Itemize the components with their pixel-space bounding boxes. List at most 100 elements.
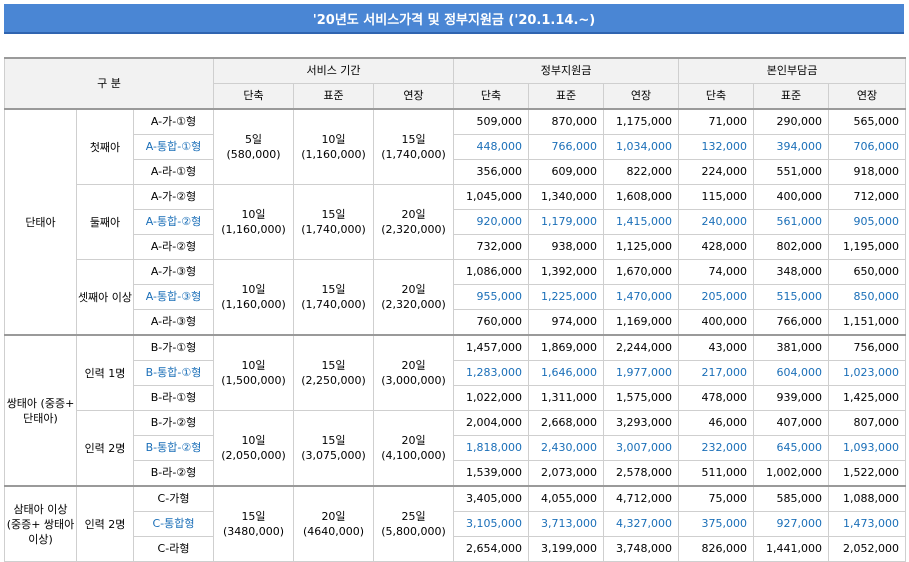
self-pay-value: 132,000 bbox=[678, 134, 755, 160]
self-pay-value: 290,000 bbox=[753, 108, 830, 135]
period-standard-price: (3,075,000) bbox=[301, 449, 366, 462]
period-extended-days: 20일 bbox=[401, 359, 426, 372]
period-short: 10일 (1,160,000) bbox=[213, 259, 294, 336]
self-pay-value: 205,000 bbox=[678, 284, 755, 310]
period-standard-price: (2,250,000) bbox=[301, 374, 366, 387]
period-short-days: 10일 bbox=[241, 359, 266, 372]
period-short-price: (580,000) bbox=[226, 148, 281, 161]
self-pay-value: 1,023,000 bbox=[828, 360, 907, 386]
gov-support-value: 4,327,000 bbox=[603, 511, 680, 537]
gov-support-value: 3,293,000 bbox=[603, 410, 680, 436]
period-short-days: 10일 bbox=[241, 434, 266, 447]
self-pay-value: 232,000 bbox=[678, 435, 755, 461]
header-gov-short: 단축 bbox=[453, 83, 530, 110]
gov-support-value: 4,055,000 bbox=[528, 485, 605, 512]
gov-support-value: 1,539,000 bbox=[453, 460, 530, 487]
service-type: A-가-①형 bbox=[133, 108, 214, 135]
header-service-period: 서비스 기간 bbox=[212, 57, 455, 84]
subgroup-label: 인력 2명 bbox=[76, 485, 134, 562]
self-pay-value: 375,000 bbox=[678, 511, 755, 537]
gov-support-value: 1,045,000 bbox=[453, 184, 530, 210]
self-pay-value: 400,000 bbox=[678, 309, 755, 336]
header-gov-support: 정부지원금 bbox=[453, 57, 680, 84]
gov-support-value: 1,086,000 bbox=[453, 259, 530, 285]
gov-support-value: 1,125,000 bbox=[603, 234, 680, 260]
self-pay-value: 217,000 bbox=[678, 360, 755, 386]
subgroup-label: 인력 1명 bbox=[76, 334, 134, 411]
gov-support-value: 1,311,000 bbox=[528, 385, 605, 411]
header-period-standard: 표준 bbox=[293, 83, 374, 110]
gov-support-value: 3,713,000 bbox=[528, 511, 605, 537]
table-row: C-라형 2,654,000 3,199,000 3,748,000 826,000 1,… bbox=[5, 536, 907, 562]
service-type: A-가-③형 bbox=[133, 259, 214, 285]
period-standard-days: 20일 bbox=[321, 510, 346, 523]
gov-support-value: 1,646,000 bbox=[528, 360, 605, 386]
self-pay-value: 826,000 bbox=[678, 536, 755, 562]
service-type: B-통합-②형 bbox=[133, 435, 214, 461]
self-pay-value: 115,000 bbox=[678, 184, 755, 210]
price-table: 구 분 서비스 기간 정부지원금 본인부담금 단축 표준 연장 단축 표준 연장… bbox=[4, 57, 907, 562]
self-pay-value: 756,000 bbox=[828, 334, 907, 361]
subgroup-label: 첫째아 bbox=[76, 108, 134, 185]
service-type: A-라-②형 bbox=[133, 234, 214, 260]
gov-support-value: 4,712,000 bbox=[603, 485, 680, 512]
period-standard-days: 15일 bbox=[321, 434, 346, 447]
table-row: A-통합-②형 920,000 1,179,000 1,415,000 240,000 5… bbox=[5, 209, 907, 235]
table-row: 둘째아 A-가-②형 10일 (1,160,000) 15일 (1,740,000) 20일… bbox=[5, 184, 907, 260]
self-pay-value: 939,000 bbox=[753, 385, 830, 411]
service-type: B-가-②형 bbox=[133, 410, 214, 436]
self-pay-value: 565,000 bbox=[828, 108, 907, 135]
gov-support-value: 3,405,000 bbox=[453, 485, 530, 512]
period-standard-price: (1,160,000) bbox=[301, 148, 366, 161]
self-pay-value: 1,522,000 bbox=[828, 460, 907, 487]
table-row: C-통합형 3,105,000 3,713,000 4,327,000 375,000 9… bbox=[5, 511, 907, 537]
table-body: 단태아 첫째아 A-가-①형 5일 (580,000) 10일 (1,160,000) 15일… bbox=[4, 108, 907, 562]
gov-support-value: 920,000 bbox=[453, 209, 530, 235]
period-extended-price: (2,320,000) bbox=[381, 298, 446, 311]
self-pay-value: 561,000 bbox=[753, 209, 830, 235]
gov-support-value: 2,430,000 bbox=[528, 435, 605, 461]
self-pay-value: 74,000 bbox=[678, 259, 755, 285]
gov-support-value: 955,000 bbox=[453, 284, 530, 310]
period-standard: 15일 (1,740,000) bbox=[293, 184, 374, 260]
gov-support-value: 2,654,000 bbox=[453, 536, 530, 562]
group-label: 단태아 bbox=[4, 108, 77, 336]
self-pay-value: 348,000 bbox=[753, 259, 830, 285]
period-extended: 15일 (1,740,000) bbox=[372, 108, 455, 185]
gov-support-value: 1,340,000 bbox=[528, 184, 605, 210]
service-type: B-라-①형 bbox=[133, 385, 214, 411]
self-pay-value: 1,002,000 bbox=[753, 460, 830, 487]
self-pay-value: 712,000 bbox=[828, 184, 907, 210]
gov-support-value: 1,283,000 bbox=[453, 360, 530, 386]
gov-support-value: 822,000 bbox=[603, 159, 680, 185]
subgroup-label: 둘째아 bbox=[76, 184, 134, 260]
service-type: B-라-②형 bbox=[133, 460, 214, 487]
period-extended: 20일 (3,000,000) bbox=[372, 334, 455, 411]
period-standard: 10일 (1,160,000) bbox=[293, 108, 374, 185]
gov-support-value: 1,034,000 bbox=[603, 134, 680, 160]
gov-support-value: 1,869,000 bbox=[528, 334, 605, 361]
group-label: 삼태아 이상 (중증+ 쌍태아 이상) bbox=[4, 485, 77, 562]
self-pay-value: 807,000 bbox=[828, 410, 907, 436]
header-self-standard: 표준 bbox=[753, 83, 830, 110]
self-pay-value: 428,000 bbox=[678, 234, 755, 260]
gov-support-value: 509,000 bbox=[453, 108, 530, 135]
gov-support-value: 766,000 bbox=[528, 134, 605, 160]
gov-support-value: 1,392,000 bbox=[528, 259, 605, 285]
table-row: B-통합-①형 1,283,000 1,646,000 1,977,000 217,00… bbox=[5, 360, 907, 386]
self-pay-value: 394,000 bbox=[753, 134, 830, 160]
header-category: 구 분 bbox=[4, 57, 214, 110]
self-pay-value: 706,000 bbox=[828, 134, 907, 160]
gov-support-value: 1,977,000 bbox=[603, 360, 680, 386]
header-gov-standard: 표준 bbox=[528, 83, 605, 110]
gov-support-value: 1,169,000 bbox=[603, 309, 680, 336]
period-extended-price: (2,320,000) bbox=[381, 223, 446, 236]
period-short-price: (1,500,000) bbox=[221, 374, 286, 387]
self-pay-value: 850,000 bbox=[828, 284, 907, 310]
self-pay-value: 71,000 bbox=[678, 108, 755, 135]
self-pay-value: 918,000 bbox=[828, 159, 907, 185]
self-pay-value: 224,000 bbox=[678, 159, 755, 185]
self-pay-value: 46,000 bbox=[678, 410, 755, 436]
period-extended-price: (4,100,000) bbox=[381, 449, 446, 462]
table-row: 삼태아 이상 (중증+ 쌍태아 이상) 인력 2명 C-가형 15일 (3480,000… bbox=[4, 485, 907, 562]
